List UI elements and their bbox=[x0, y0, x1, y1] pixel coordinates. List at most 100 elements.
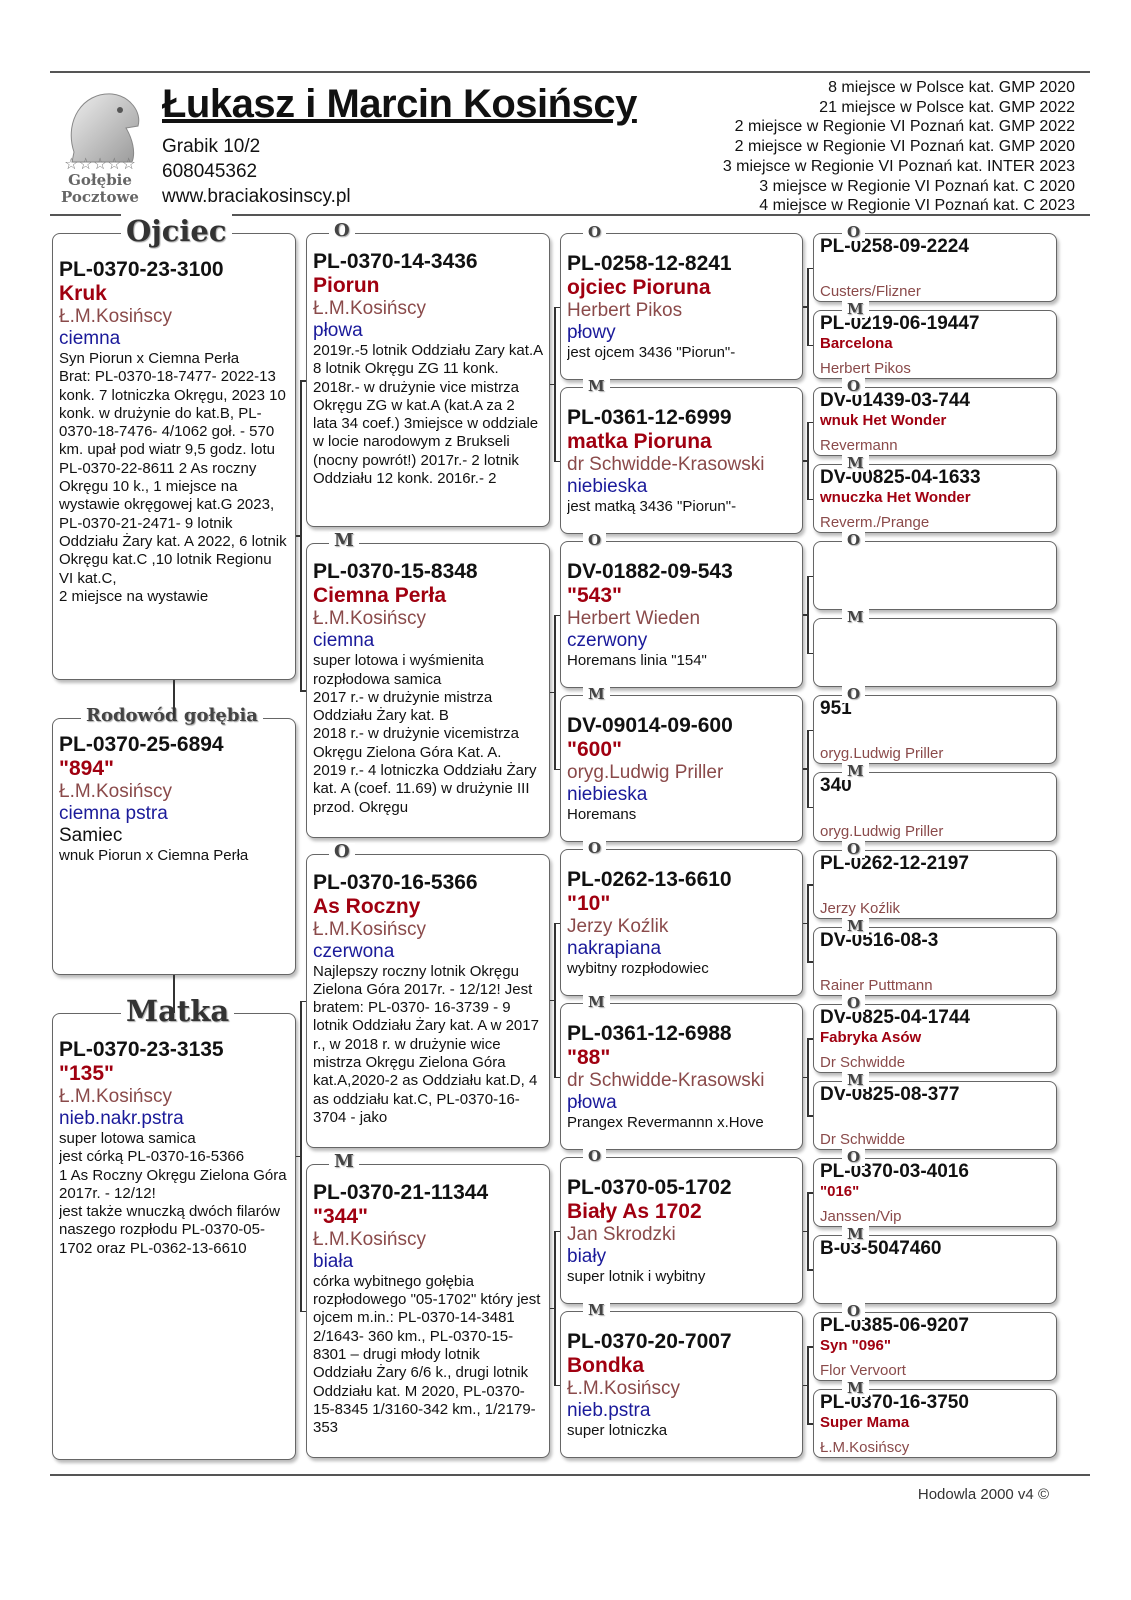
breeder-text: Ł.M.Kosińscy bbox=[313, 608, 426, 630]
achievements-list: 8 miejsce w Polsce kat. GMP 2020 21 miejs… bbox=[723, 78, 1075, 216]
ring-number: PL-0370-23-3100 bbox=[59, 258, 224, 281]
connector-line bbox=[550, 691, 554, 693]
breeder-text: Ł.M.Kosińscy bbox=[567, 1378, 680, 1399]
breeder-text: oryg.Ludwig Priller bbox=[820, 745, 944, 763]
svg-text:Gołębie: Gołębie bbox=[68, 171, 132, 189]
pedigree-box[interactable]: M PL-0370-16-3750 Super Mama Ł.M.Kosińscy bbox=[813, 1378, 1057, 1458]
notes-text: Horemans linia "154" bbox=[567, 652, 707, 669]
pedigree-box[interactable]: O PL-0262-12-2197 Jerzy Koźlik bbox=[813, 839, 1057, 919]
achievement-item: 3 miejsce w Regionie VI Poznań kat. C 20… bbox=[759, 177, 1075, 195]
name-text: "600" bbox=[567, 738, 622, 761]
pedigree-box[interactable]: M DV-09014-09-600 "600" oryg.Ludwig Priller… bbox=[560, 685, 803, 842]
name-text: "135" bbox=[59, 1062, 114, 1085]
pedigree-box[interactable]: M PL-0370-21-11344 "344" Ł.M.Kosińscy biała c… bbox=[306, 1152, 550, 1458]
pedigree-box[interactable]: O PL-0258-09-2224 Custers/Flizner bbox=[813, 223, 1057, 303]
ring-number: PL-0258-09-2224 bbox=[820, 236, 969, 257]
breeder-text: Ł.M.Kosińscy bbox=[59, 1086, 172, 1107]
feather-color: nieb.nakr.pstra bbox=[59, 1108, 184, 1129]
connector-line bbox=[803, 922, 807, 925]
box-label: O bbox=[842, 223, 866, 241]
pedigree-box[interactable]: M DV-0825-08-377 Dr Schwidde bbox=[813, 1070, 1057, 1150]
pedigree-box[interactable]: O PL-0385-06-9207 Syn "096" Flor Vervoort bbox=[813, 1301, 1057, 1381]
ring-number: DV-0825-04-1744 bbox=[820, 1006, 970, 1028]
pedigree-box[interactable]: O DV-01439-03-744 wnuk Het Wonder Revermann bbox=[813, 377, 1057, 457]
pedigree-box[interactable]: Ojciec PL-0370-23-3100 Kruk Ł.M.Kosińscy cie… bbox=[52, 214, 296, 680]
pedigree-box[interactable]: O PL-0370-03-4016 "016" Janssen/Vip bbox=[813, 1147, 1057, 1227]
box-label: O bbox=[583, 839, 607, 857]
achievement-item: 3 miejsce w Regionie VI Poznań kat. INTE… bbox=[722, 157, 1075, 175]
pedigree-box[interactable]: O bbox=[813, 531, 1057, 611]
pedigree-box[interactable]: M B-03-5047460 bbox=[813, 1224, 1057, 1304]
connector-line bbox=[807, 267, 809, 345]
pedigree-box[interactable]: O DV-01882-09-543 "543" Herbert Wieden czerw… bbox=[560, 531, 803, 688]
name-text: Barcelona bbox=[820, 335, 893, 353]
breeder-text: Jerzy Koźlik bbox=[820, 899, 901, 917]
phone: 608045362 bbox=[162, 161, 258, 182]
name-text: Bondka bbox=[567, 1354, 645, 1377]
ring-number: PL-0370-20-7007 bbox=[567, 1330, 732, 1353]
connector-line bbox=[807, 884, 809, 962]
connector-line bbox=[807, 575, 809, 653]
pedigree-box[interactable]: O PL-0370-14-3436 Piorun Ł.M.Kosińscy płowa 2… bbox=[306, 222, 550, 528]
breeder-text: Rainer Puttmann bbox=[820, 976, 933, 994]
pedigree-box[interactable]: O DV-0825-04-1744 Fabryka Asów Dr Schwidde bbox=[813, 993, 1057, 1073]
box-label: M bbox=[329, 532, 359, 551]
connector-line bbox=[803, 1230, 807, 1233]
breeder-title: Łukasz i Marcin Kosińscy bbox=[162, 82, 637, 126]
pedigree-box[interactable]: M bbox=[813, 608, 1057, 688]
connector-line bbox=[554, 922, 556, 1077]
pedigree-box[interactable]: O PL-0370-16-5366 As Roczny Ł.M.Kosińscy cze… bbox=[306, 842, 550, 1148]
pedigree-box[interactable]: O PL-0262-13-6610 "10" Jerzy Koźlik nakrapia… bbox=[560, 839, 803, 996]
footer-credit: Hodowla 2000 v4 © bbox=[917, 1486, 1049, 1503]
connector-line bbox=[803, 768, 807, 770]
pedigree-box[interactable]: O PL-0258-12-8241 ojciec Pioruna Herbert Pi… bbox=[560, 223, 803, 380]
achievement-item: 4 miejsce w Regionie VI Poznań kat. C 20… bbox=[759, 197, 1075, 215]
pedigree-box[interactable]: M PL-0219-06-19447 Barcelona Herbert Pikos bbox=[813, 300, 1057, 380]
box-label: Rodowód gołębia bbox=[81, 707, 263, 725]
connector-line bbox=[807, 1192, 813, 1194]
pedigree-box[interactable]: M PL-0370-15-8348 Ciemna Perła Ł.M.Kosińscy… bbox=[306, 532, 550, 838]
pedigree-box[interactable]: Rodowód gołębia PL-0370-25-6894 "894" Ł.M.K… bbox=[52, 707, 296, 975]
notes-text: super lotowa i wyśmienita rozpłodowa sam… bbox=[313, 652, 537, 816]
breeder-text: Dr Schwidde bbox=[820, 1053, 906, 1071]
ring-number: PL-0370-03-4016 bbox=[820, 1160, 969, 1182]
feather-color: nakrapiana bbox=[567, 938, 662, 959]
pedigree-box[interactable]: O PL-0370-05-1702 Biały As 1702 Jan Skrodzk… bbox=[560, 1147, 803, 1304]
pedigree-box[interactable]: M 340 oryg.Ludwig Priller bbox=[813, 762, 1057, 842]
breeder-text: Flor Vervoort bbox=[820, 1361, 906, 1379]
notes-text: super lotowa samica jest córką PL-0370-1… bbox=[59, 1130, 287, 1257]
breeder-text: Herbert Wieden bbox=[567, 608, 701, 629]
ring-number: DV-0516-08-3 bbox=[820, 929, 939, 951]
achievement-item: 2 miejsce w Regionie VI Poznań kat. GMP … bbox=[734, 118, 1075, 136]
feather-color: czerwona bbox=[313, 940, 395, 962]
ring-number: PL-0370-25-6894 bbox=[59, 733, 224, 756]
box-label: M bbox=[583, 377, 610, 395]
achievement-item: 21 miejsce w Polsce kat. GMP 2022 bbox=[819, 98, 1075, 116]
pedigree-box[interactable]: O 951 oryg.Ludwig Priller bbox=[813, 685, 1057, 765]
connector-line bbox=[807, 421, 809, 499]
ring-number: PL-0385-06-9207 bbox=[820, 1314, 969, 1336]
pedigree-box[interactable]: M PL-0370-20-7007 Bondka Ł.M.Kosińscy nieb.p… bbox=[560, 1301, 803, 1458]
box-label: M bbox=[583, 1301, 610, 1319]
feather-color: ciemna bbox=[313, 630, 375, 652]
pedigree-box[interactable]: M DV-0516-08-3 Rainer Puttmann bbox=[813, 916, 1057, 996]
pedigree-box[interactable]: M DV-00825-04-1633 wnuczka Het Wonder Rever… bbox=[813, 454, 1057, 534]
pedigree-box[interactable]: M PL-0361-12-6988 "88" dr Schwidde-Krasowsk… bbox=[560, 993, 803, 1150]
notes-text: super lotnik i wybitny bbox=[567, 1268, 706, 1285]
pedigree-box[interactable]: Matka PL-0370-23-3135 "135" Ł.M.Kosińscy nie… bbox=[52, 994, 296, 1460]
website-link[interactable]: www.braciakosinscy.pl bbox=[162, 186, 351, 207]
connector-line bbox=[803, 614, 807, 616]
notes-text: jest matką 3436 "Piorun"- bbox=[567, 498, 737, 515]
ring-number: DV-09014-09-600 bbox=[567, 714, 733, 737]
box-label: O bbox=[583, 223, 607, 241]
notes-text: super lotniczka bbox=[567, 1422, 668, 1439]
box-label: O bbox=[583, 531, 607, 549]
connector-line bbox=[554, 768, 560, 770]
connector-line bbox=[554, 1230, 560, 1232]
name-text: Syn "096" bbox=[820, 1336, 891, 1354]
feather-color: płowa bbox=[567, 1092, 617, 1113]
connector-line bbox=[807, 498, 813, 501]
breeder-text: Custers/Flizner bbox=[820, 283, 921, 301]
pedigree-box[interactable]: M PL-0361-12-6999 matka Pioruna dr Schwidde… bbox=[560, 377, 803, 534]
connector-line bbox=[300, 1000, 306, 1003]
